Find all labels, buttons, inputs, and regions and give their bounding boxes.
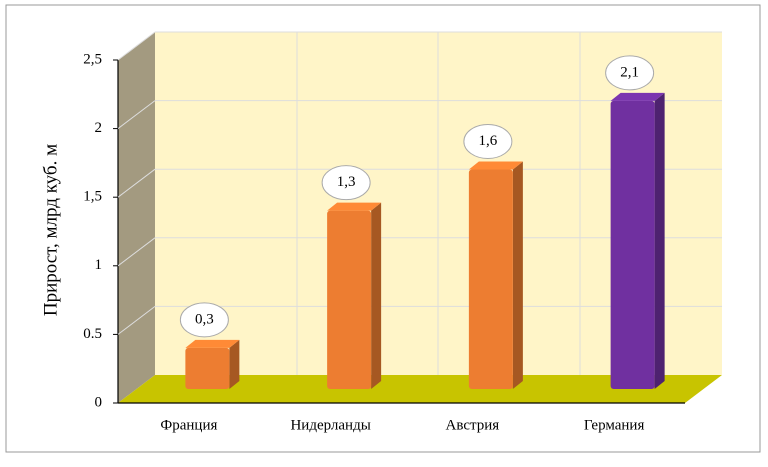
grid-line-side [117, 306, 156, 335]
bar-top [468, 161, 523, 170]
bar [610, 92, 665, 389]
value-label: 2,1 [620, 64, 639, 80]
bar-top [610, 92, 665, 101]
value-label: 0,3 [195, 311, 214, 327]
bar-front [610, 100, 655, 389]
y-tick-label: 2 [95, 120, 103, 136]
floor [118, 375, 722, 403]
bar-side [371, 202, 382, 389]
value-label: 1,3 [337, 174, 356, 190]
value-label-bubble [321, 165, 371, 201]
y-axis-label: Прирост, млрд куб. м [40, 144, 61, 316]
y-tick-label: 1,5 [83, 189, 102, 205]
bar-side [229, 339, 240, 389]
bar [327, 202, 382, 389]
value-label-bubble [463, 123, 513, 159]
x-tick-label: Австрия [446, 417, 500, 433]
bar-side [654, 92, 665, 389]
y-tick-label: 2,5 [83, 51, 102, 67]
bar-top [185, 339, 240, 348]
y-tick-label: 0.5 [83, 326, 102, 342]
grid-line-side [117, 100, 156, 129]
bar-front [327, 210, 372, 389]
x-tick-label: Германия [584, 417, 645, 433]
y-tick-label: 0 [95, 394, 103, 410]
x-tick-label: Нидерланды [290, 417, 370, 433]
bar [185, 339, 240, 389]
bar [468, 161, 523, 389]
y-tick-label: 1 [95, 257, 103, 273]
value-label-bubble [179, 302, 229, 338]
left-wall [118, 32, 155, 403]
value-label: 1,6 [479, 133, 498, 149]
value-label-bubble [605, 55, 655, 91]
bar-front [468, 169, 513, 389]
bar-top [327, 202, 382, 211]
bar-side [512, 161, 523, 389]
grid-line-side [117, 237, 156, 267]
x-tick-label: Франция [160, 417, 217, 433]
grid-line-side [117, 168, 156, 198]
grid-line-side [117, 31, 156, 61]
bar-front [185, 347, 230, 389]
